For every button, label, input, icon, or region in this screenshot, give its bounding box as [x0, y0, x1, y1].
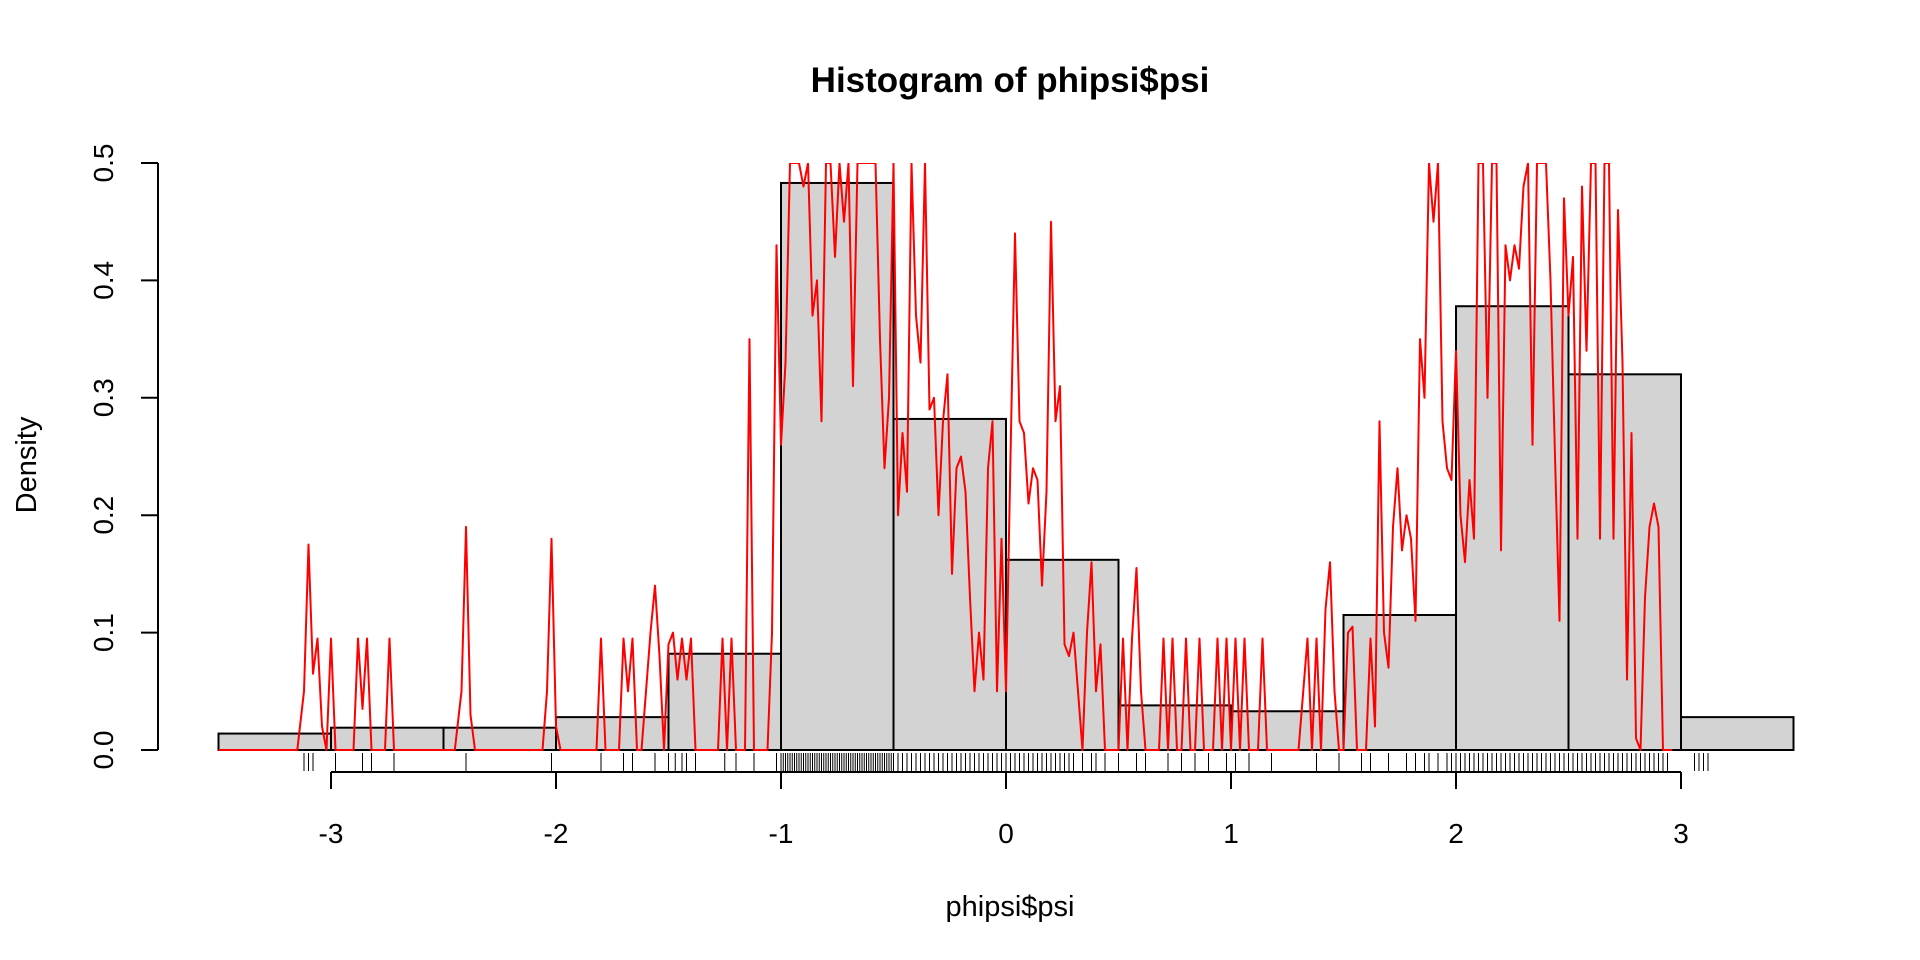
histogram-bar	[217, 732, 332, 752]
histogram-bar	[555, 716, 670, 751]
x-tick-label: 0	[998, 818, 1014, 849]
histogram-bar	[1005, 558, 1120, 752]
histogram-bar	[442, 726, 557, 751]
x-tick-label: -1	[769, 818, 794, 849]
y-tick-label: 0.0	[88, 731, 119, 770]
y-tick-label: 0.2	[88, 496, 119, 535]
y-tick-label: 0.1	[88, 613, 119, 652]
histogram-bar	[330, 726, 445, 751]
y-tick-label: 0.3	[88, 378, 119, 417]
chart-title: Histogram of phipsi$psi	[811, 61, 1210, 100]
histogram-bar	[780, 181, 895, 751]
x-tick-label: 1	[1223, 818, 1239, 849]
x-axis-label: phipsi$psi	[946, 891, 1075, 923]
y-axis: 0.0 0.1 0.2 0.3 0.4 0.5	[88, 144, 159, 770]
rug-marks	[303, 753, 1709, 771]
x-tick-label: 3	[1673, 818, 1689, 849]
y-axis-label: Density	[11, 416, 43, 513]
density-curve-group	[218, 163, 1672, 751]
x-tick-label: 2	[1448, 818, 1464, 849]
x-tick-label: -2	[544, 818, 569, 849]
density-curve	[218, 163, 1672, 751]
x-axis: -3 -2 -1 0 1 2 3	[319, 771, 1689, 849]
y-tick-label: 0.4	[88, 261, 119, 300]
histogram-bar	[1342, 613, 1457, 751]
x-tick-label: -3	[319, 818, 344, 849]
y-tick-label: 0.5	[88, 144, 119, 183]
histogram-bar	[1680, 716, 1795, 751]
